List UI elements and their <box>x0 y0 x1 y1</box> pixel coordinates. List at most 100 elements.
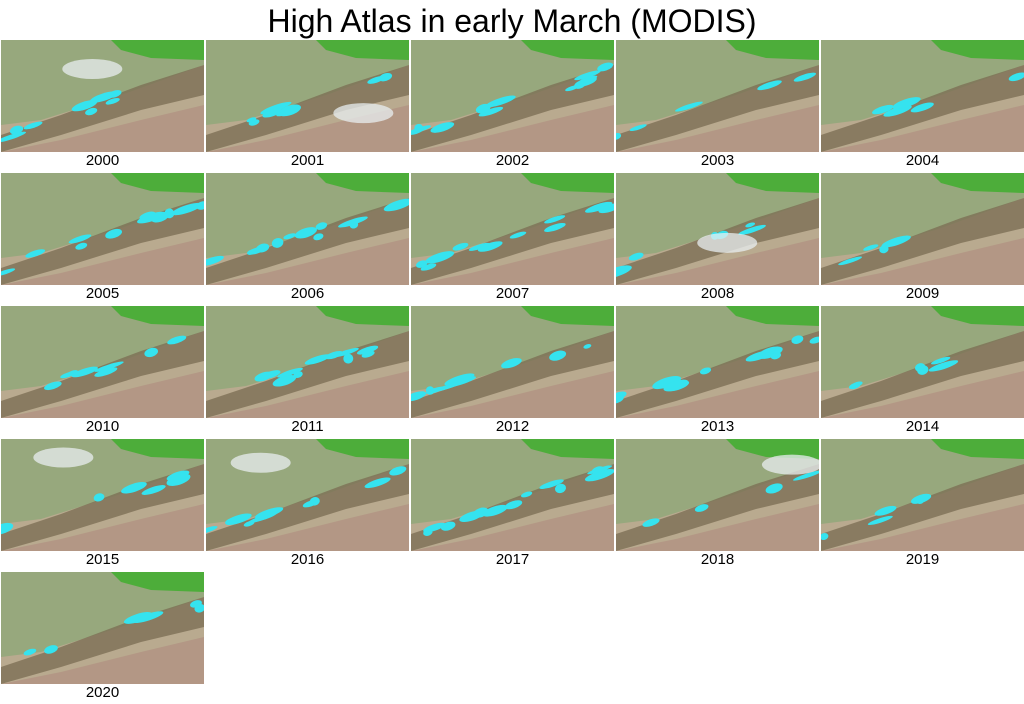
image-art <box>821 439 1024 551</box>
ridge <box>821 198 1024 285</box>
vegetation <box>521 40 614 60</box>
cloud <box>230 452 291 473</box>
year-label: 2006 <box>290 285 325 302</box>
satellite-image <box>616 40 819 152</box>
snow <box>477 241 503 252</box>
year-label: 2014 <box>905 418 940 435</box>
snow <box>313 233 324 241</box>
desert <box>411 238 614 285</box>
desert <box>616 371 819 418</box>
desert <box>1 504 204 551</box>
vegetation <box>726 40 819 60</box>
snow <box>598 203 614 214</box>
satellite-image <box>821 306 1024 418</box>
snow <box>917 365 929 375</box>
desert <box>821 238 1024 285</box>
plains <box>1 572 204 657</box>
year-label: 2008 <box>700 285 735 302</box>
snow <box>793 72 816 82</box>
vegetation <box>316 173 409 193</box>
image-art <box>411 306 614 418</box>
snow <box>440 521 456 531</box>
cloud <box>697 232 758 253</box>
plains <box>821 173 1024 258</box>
desert <box>411 105 614 152</box>
satellite-image <box>616 439 819 551</box>
year-label: 2012 <box>495 418 530 435</box>
snow <box>304 354 331 365</box>
snow <box>770 352 782 360</box>
snow <box>911 493 932 504</box>
vegetation <box>726 306 819 326</box>
snow <box>881 235 911 248</box>
image-art <box>616 40 819 152</box>
cloud <box>33 447 94 468</box>
snow <box>791 335 804 344</box>
plains <box>206 40 409 125</box>
snow <box>247 249 256 255</box>
snow <box>262 101 292 113</box>
satellite-image <box>821 439 1024 551</box>
snow <box>867 515 893 526</box>
snow <box>411 391 427 402</box>
ridge <box>1 464 204 551</box>
snow <box>792 470 819 481</box>
plains <box>821 40 1024 125</box>
year-label: 2003 <box>700 152 735 169</box>
snow <box>874 505 897 516</box>
image-art <box>616 306 819 418</box>
snow <box>23 121 43 130</box>
snow <box>196 201 204 210</box>
satellite-image <box>821 40 1024 152</box>
snow <box>597 62 614 72</box>
vegetation <box>111 439 204 459</box>
year-label: 2009 <box>905 285 940 302</box>
plains <box>206 173 409 258</box>
satellite-image <box>206 173 409 285</box>
vegetation <box>521 306 614 326</box>
snow <box>663 379 689 392</box>
snow <box>271 238 284 248</box>
year-label: 2020 <box>85 684 120 701</box>
desert <box>821 504 1024 551</box>
snow <box>892 97 921 109</box>
snow <box>94 367 118 377</box>
snow <box>136 211 166 224</box>
snow <box>838 256 862 266</box>
year-label: 2018 <box>700 551 735 568</box>
ridge <box>821 464 1024 551</box>
snow <box>315 222 328 230</box>
image-art <box>411 439 614 551</box>
snow <box>256 243 270 253</box>
desert <box>411 504 614 551</box>
snow <box>71 366 98 378</box>
ridge <box>206 464 409 551</box>
satellite-image <box>1 572 204 684</box>
snow <box>584 469 614 482</box>
satellite-image <box>411 40 614 152</box>
snow <box>325 350 343 360</box>
plains <box>616 306 819 391</box>
snow <box>75 242 88 250</box>
satellite-image <box>1 439 204 551</box>
snow <box>765 483 783 494</box>
image-art <box>1 572 204 684</box>
satellite-image <box>1 306 204 418</box>
image-art <box>206 306 409 418</box>
plains <box>411 40 614 125</box>
snow <box>642 518 660 527</box>
snow <box>504 500 523 510</box>
year-label: 2000 <box>85 152 120 169</box>
snow <box>225 517 238 525</box>
snow <box>206 255 224 267</box>
desert <box>206 238 409 285</box>
plains <box>411 306 614 391</box>
snow <box>475 103 491 114</box>
ridge <box>411 198 614 285</box>
snow <box>745 222 756 228</box>
desert <box>206 371 409 418</box>
satellite-image <box>1 173 204 285</box>
snow <box>554 483 567 494</box>
snow <box>584 201 613 213</box>
snow <box>468 242 490 251</box>
